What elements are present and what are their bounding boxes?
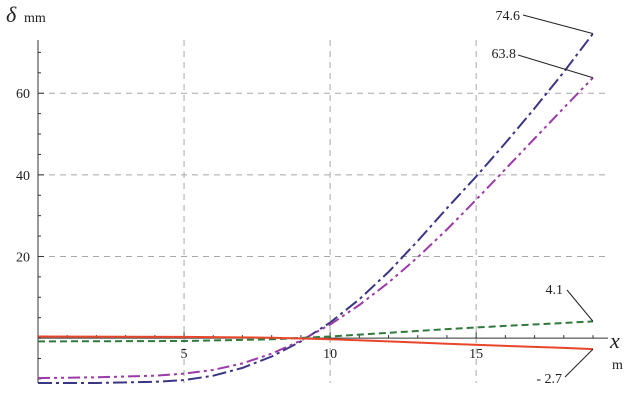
- x-tick-label: 15: [469, 347, 483, 362]
- series-line-1: [38, 32, 594, 384]
- x-tick-label: 5: [181, 347, 188, 362]
- callout-label: 74.6: [496, 9, 521, 24]
- y-tick-label: 60: [16, 87, 30, 102]
- y-axis-symbol: δ: [6, 2, 17, 27]
- axes: [37, 40, 608, 383]
- x-axis-unit: m: [612, 358, 623, 373]
- series-lines: [37, 32, 594, 384]
- callout-label: - 2.7: [536, 372, 562, 387]
- series-line-3: [37, 320, 594, 343]
- callout-leader-line: [566, 289, 594, 322]
- series-line-4: [37, 335, 594, 351]
- x-axis-symbol: x: [609, 328, 620, 353]
- y-tick-label: 40: [16, 169, 30, 184]
- callout-leader-line: [517, 54, 594, 79]
- y-axis-unit: mm: [24, 11, 46, 26]
- x-tick-label: 10: [323, 347, 337, 362]
- callout-leader-line: [564, 348, 594, 378]
- callout-label: 63.8: [492, 47, 517, 62]
- callout-leader-line: [522, 14, 594, 35]
- callout-label: 4.1: [546, 283, 564, 298]
- callouts: 74.6 63.8 4.1 - 2.7: [492, 9, 594, 387]
- grid: [38, 40, 608, 383]
- ticks: 5 10 15 20 40 60: [16, 51, 594, 380]
- series-line-2: [37, 77, 594, 380]
- y-tick-label: 20: [16, 250, 30, 265]
